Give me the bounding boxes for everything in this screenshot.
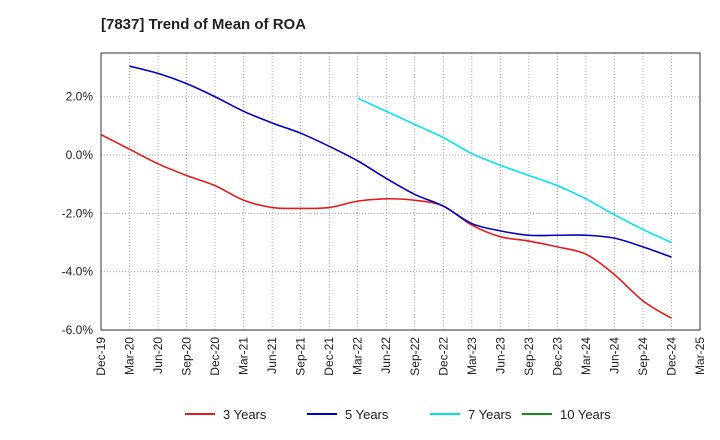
y-tick-label: 0.0% — [66, 148, 94, 162]
x-tick-label: Sep-23 — [522, 337, 536, 376]
y-tick-label: -6.0% — [62, 323, 94, 337]
x-tick-label: Jun-21 — [265, 337, 279, 374]
x-tick-label: Sep-22 — [408, 337, 422, 376]
y-axis: 2.0% 0.0% -2.0% -4.0% -6.0% — [62, 90, 94, 337]
legend-label-3-years: 3 Years — [223, 407, 267, 422]
x-tick-label: Jun-23 — [493, 337, 507, 374]
x-tick-label: Jun-24 — [607, 337, 621, 374]
legend-label-7-years: 7 Years — [468, 407, 512, 422]
x-tick-label: Mar-25 — [693, 337, 707, 375]
series-lines — [100, 65, 672, 320]
legend: 3 Years 5 Years 7 Years 10 Years — [185, 407, 611, 422]
x-tick-label: Mar-22 — [351, 337, 365, 375]
x-tick-label: Dec-24 — [664, 337, 678, 376]
series-line-3-years — [100, 133, 672, 320]
x-tick-label: Dec-22 — [436, 337, 450, 376]
plot-border — [100, 52, 701, 331]
legend-label-10-years: 10 Years — [560, 407, 611, 422]
x-tick-label: Sep-24 — [636, 337, 650, 376]
x-tick-label: Mar-21 — [237, 337, 251, 375]
y-tick-label: 2.0% — [66, 90, 94, 104]
legend-label-5-years: 5 Years — [345, 407, 389, 422]
series-line-7-years — [357, 97, 672, 244]
x-tick-label: Dec-20 — [208, 337, 222, 376]
series-line-5-years — [129, 65, 672, 258]
x-tick-label: Sep-21 — [294, 337, 308, 376]
x-tick-label: Dec-21 — [322, 337, 336, 376]
x-tick-label: Mar-20 — [123, 337, 137, 375]
x-tick-label: Sep-20 — [180, 337, 194, 376]
x-tick-label: Mar-24 — [579, 337, 593, 375]
chart-title: [7837] Trend of Mean of ROA — [101, 16, 306, 33]
grid — [101, 53, 700, 330]
x-tick-label: Dec-19 — [94, 337, 108, 376]
x-tick-label: Jun-22 — [379, 337, 393, 374]
x-axis: Dec-19 Mar-20 Jun-20 Sep-20 Dec-20 Mar-21 Jun-… — [94, 337, 707, 376]
x-tick-label: Dec-23 — [550, 337, 564, 376]
y-tick-label: -2.0% — [62, 206, 94, 220]
y-tick-label: -4.0% — [62, 265, 94, 279]
x-tick-label: Mar-23 — [465, 337, 479, 375]
plot-frame — [100, 52, 701, 331]
x-tick-label: Jun-20 — [151, 337, 165, 374]
